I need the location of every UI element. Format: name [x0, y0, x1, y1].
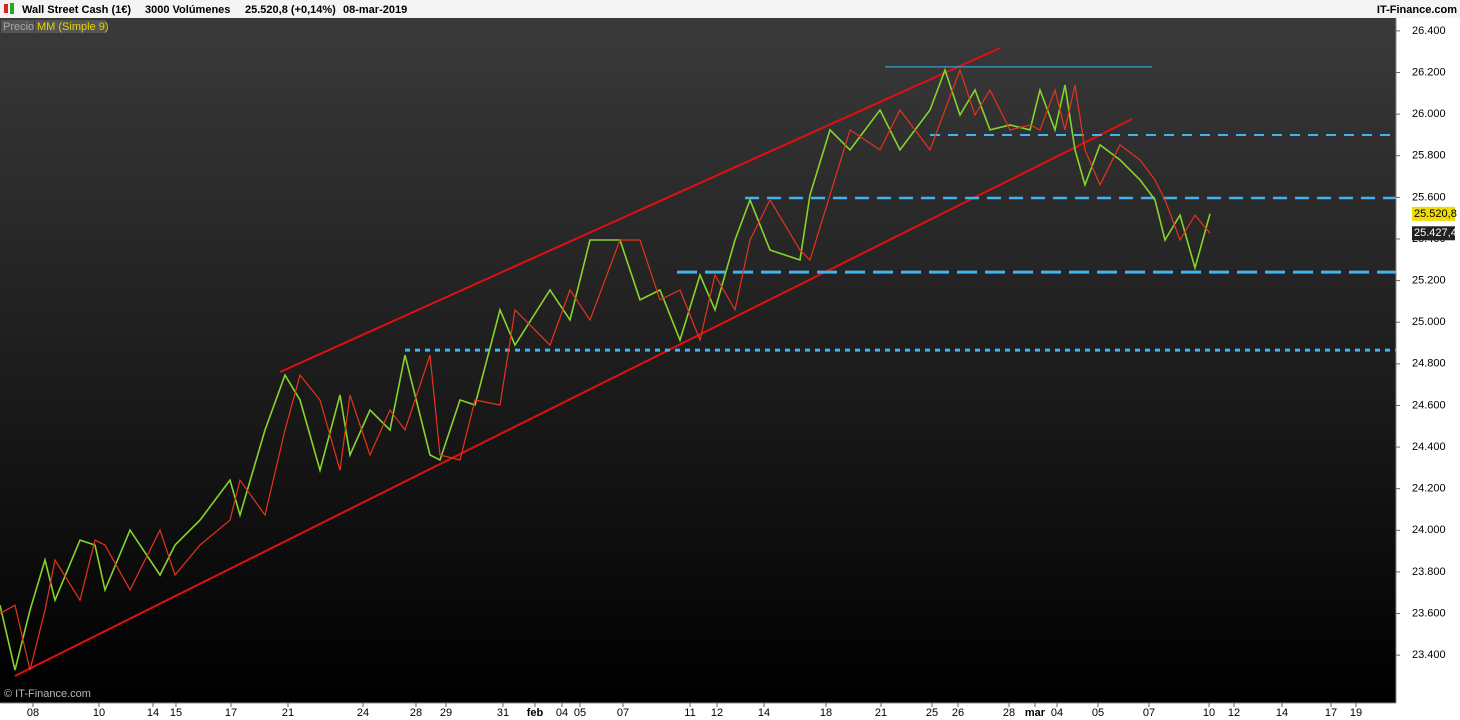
- brand: IT-Finance.com: [1377, 4, 1457, 16]
- x-tick-label: 04: [1051, 707, 1063, 719]
- x-tick-label: 17: [225, 707, 237, 719]
- x-tick-label: 26: [952, 707, 964, 719]
- y-tick-label: 24.400: [1412, 441, 1446, 453]
- x-tick-label: 21: [282, 707, 294, 719]
- x-tick-label: 10: [1203, 707, 1215, 719]
- legend-box: [35, 20, 106, 33]
- y-tick-label: 26.400: [1412, 25, 1446, 37]
- x-tick-label: 29: [440, 707, 452, 719]
- channel-line: [14, 118, 1133, 677]
- header-bar: [0, 0, 1460, 18]
- icon: [4, 4, 8, 13]
- x-tick-label: 19: [1350, 707, 1362, 719]
- x-tick-label: 14: [147, 707, 159, 719]
- x-tick-label: 15: [170, 707, 182, 719]
- x-tick-label: 04: [556, 707, 568, 719]
- channel-line: [279, 47, 1001, 373]
- x-tick-label: 28: [1003, 707, 1015, 719]
- y-tick-label: 24.600: [1412, 399, 1446, 411]
- price-tag-box: [1412, 226, 1455, 241]
- y-tick-label: 25.000: [1412, 316, 1446, 328]
- date: 08-mar-2019: [343, 4, 407, 16]
- x-tick-label: 05: [574, 707, 586, 719]
- x-tick-label: feb: [527, 707, 544, 719]
- y-tick-label: 24.800: [1412, 358, 1446, 370]
- price-line: [0, 67, 1211, 671]
- x-tick-label: 14: [1276, 707, 1288, 719]
- y-tick-label: 26.000: [1412, 108, 1446, 120]
- x-tick-label: 21: [875, 707, 887, 719]
- y-tick-label: 26.200: [1412, 66, 1446, 78]
- icon: [10, 3, 14, 14]
- price-tag-label: 25.427,4: [1414, 227, 1457, 239]
- volume: 3000 Volúmenes: [145, 4, 230, 16]
- x-tick-label: 10: [93, 707, 105, 719]
- price-line: [0, 68, 1211, 671]
- x-tick-label: 25: [926, 707, 938, 719]
- x-tick-label: 31: [497, 707, 509, 719]
- price-tag-box: [1412, 206, 1455, 221]
- x-tick-label: 07: [617, 707, 629, 719]
- x-tick-label: 05: [1092, 707, 1104, 719]
- x-tick-label: 07: [1143, 707, 1155, 719]
- x-tick-label: 08: [27, 707, 39, 719]
- x-tick-label: 18: [820, 707, 832, 719]
- y-tick-label: 23.800: [1412, 566, 1446, 578]
- legend-price: Precio: [3, 21, 34, 33]
- y-tick-label: 24.200: [1412, 483, 1446, 495]
- x-tick-label: 28: [410, 707, 422, 719]
- x-tick-label: mar: [1025, 707, 1046, 719]
- y-tick-label: 25.200: [1412, 275, 1446, 287]
- y-tick-label: 25.600: [1412, 191, 1446, 203]
- x-tick-label: 17: [1325, 707, 1337, 719]
- y-tick-label: 24.000: [1412, 524, 1446, 536]
- price-tag-label: 25.520,8: [1414, 208, 1457, 220]
- x-tick-label: 12: [711, 707, 723, 719]
- legend-box: [1, 20, 34, 33]
- legend-mm: MM (Simple 9): [37, 21, 109, 33]
- y-tick-label: 23.600: [1412, 607, 1446, 619]
- x-tick-label: 11: [684, 707, 695, 719]
- title: Wall Street Cash (1€): [22, 4, 131, 16]
- x-tick-label: 12: [1228, 707, 1240, 719]
- watermark: © IT-Finance.com: [4, 688, 91, 700]
- y-tick-label: 23.400: [1412, 649, 1446, 661]
- last-price: 25.520,8 (+0,14%): [245, 4, 336, 16]
- x-tick-label: 24: [357, 707, 369, 719]
- plot-bg: [0, 18, 1396, 703]
- y-tick-label: 25.800: [1412, 150, 1446, 162]
- x-tick-label: 14: [758, 707, 770, 719]
